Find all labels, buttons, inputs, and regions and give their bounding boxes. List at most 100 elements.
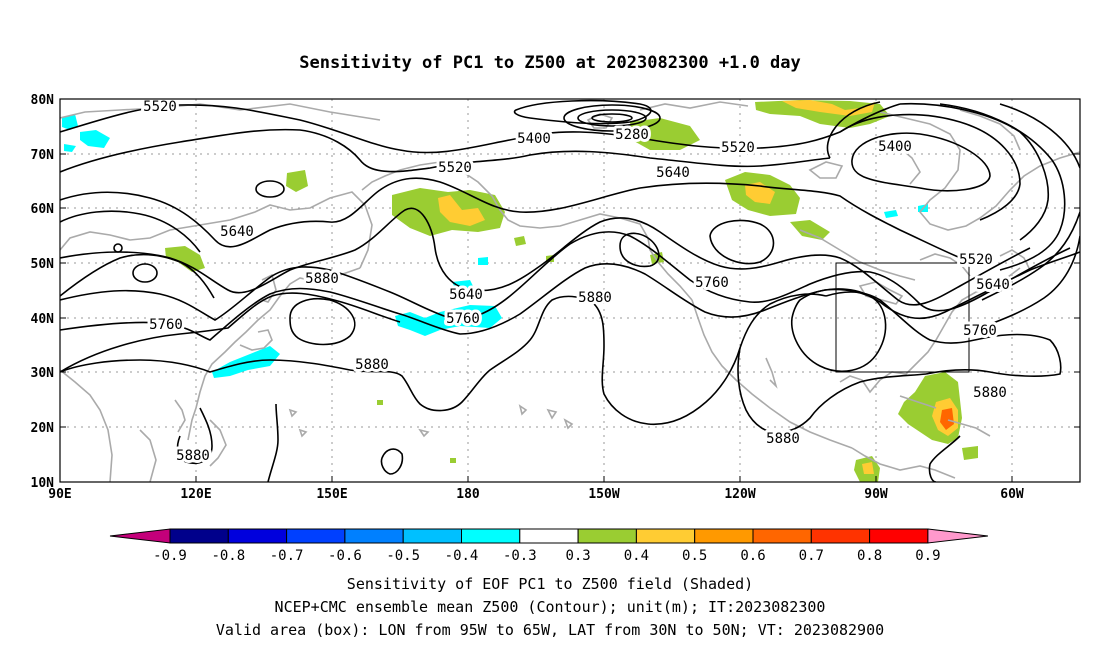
map-title: Sensitivity of PC1 to Z500 at 2023082300… xyxy=(299,53,801,73)
shade-orange-patch xyxy=(438,195,485,226)
contour-line xyxy=(709,219,775,265)
contour-line xyxy=(999,103,1080,169)
colorbar-label: -0.5 xyxy=(386,548,420,564)
colorbar-label: 0.6 xyxy=(740,548,765,564)
shade-green-patch xyxy=(514,236,526,246)
contour-label: 5280 xyxy=(615,127,649,143)
contour-line xyxy=(60,103,901,154)
contour-line xyxy=(981,211,1080,301)
shade-orange-patch xyxy=(862,462,874,474)
contour-label: 5640 xyxy=(976,277,1010,293)
contour-line xyxy=(132,263,158,283)
contour-line xyxy=(60,293,827,426)
z500-contours xyxy=(60,99,1080,482)
colorbar-bin xyxy=(694,528,754,544)
shade-cyan-patch xyxy=(478,257,488,265)
contour-label: 5880 xyxy=(578,290,612,306)
shade-green-patch xyxy=(962,446,978,460)
colorbar-label: 0.3 xyxy=(565,548,590,564)
shade-green-patch xyxy=(165,246,205,272)
contour-line xyxy=(777,373,927,433)
lat-label: 30N xyxy=(31,366,55,381)
colorbar-bin xyxy=(461,528,521,544)
contour-label: 5640 xyxy=(449,287,483,303)
latitude-labels: 80N 70N 60N 50N 40N 30N 20N 10N xyxy=(31,93,55,491)
contour-label: 5880 xyxy=(176,448,210,464)
contour-label: 5640 xyxy=(220,224,254,240)
axis-ticks xyxy=(60,153,1080,482)
contour-line xyxy=(826,101,1050,241)
colorbar-label: -0.9 xyxy=(153,548,187,564)
lon-label: 120W xyxy=(724,487,755,502)
contour-label: 5880 xyxy=(355,357,389,373)
contour-line xyxy=(60,251,1080,341)
shade-green-patch xyxy=(450,458,456,463)
colorbar-label: -0.8 xyxy=(211,548,245,564)
contour-line xyxy=(591,113,633,123)
colorbar-bin xyxy=(227,528,288,544)
shade-green-patch xyxy=(377,400,383,405)
contour-label: 5520 xyxy=(959,252,993,268)
contour-line xyxy=(974,235,1080,331)
lon-label: 150W xyxy=(588,487,619,502)
lon-label: 90E xyxy=(48,487,71,502)
contour-line xyxy=(113,243,123,253)
contour-line xyxy=(255,180,285,198)
contour-line xyxy=(839,113,1021,221)
contour-line xyxy=(928,435,961,482)
lon-label: 180 xyxy=(456,487,480,502)
contour-line xyxy=(289,298,356,346)
longitude-labels: 90E 120E 150E 180 150W 120W 90W 60W xyxy=(48,487,1024,502)
contour-line xyxy=(577,109,647,127)
lat-label: 50N xyxy=(31,257,55,272)
shade-cyan-patch xyxy=(395,305,502,336)
contour-line xyxy=(176,407,213,464)
colorbar-upper-extend xyxy=(927,528,988,544)
contour-line xyxy=(267,403,279,482)
contour-label: 5400 xyxy=(878,139,912,155)
colorbar-bin xyxy=(577,528,637,544)
contour-line xyxy=(60,177,971,263)
colorbar-bin xyxy=(810,528,871,544)
colorbar-bin xyxy=(402,528,463,544)
contour-labels: 5520 5400 5280 5520 5400 5520 5640 5640 … xyxy=(140,99,1013,467)
lon-label: 60W xyxy=(1000,487,1024,502)
contour-label: 5760 xyxy=(149,317,183,333)
contour-line xyxy=(737,347,779,434)
contour-label: 5760 xyxy=(963,323,997,339)
colorbar-label: 0.4 xyxy=(624,548,649,564)
contour-line xyxy=(939,103,1066,271)
contour-label: 5640 xyxy=(656,165,690,181)
colorbar-label: -0.7 xyxy=(270,548,304,564)
contour-line xyxy=(563,104,661,132)
lon-label: 150E xyxy=(316,487,347,502)
caption-line-1: Sensitivity of EOF PC1 to Z500 field (Sh… xyxy=(347,575,753,593)
valid-area-box xyxy=(835,262,970,373)
contour-line xyxy=(60,253,215,299)
contour-label: 5520 xyxy=(143,99,177,115)
lat-label: 40N xyxy=(31,312,55,327)
colorbar-bin xyxy=(519,528,579,544)
map-frame xyxy=(59,98,1081,483)
shade-green-patch xyxy=(755,100,890,128)
colorbar-label: 0.7 xyxy=(799,548,824,564)
colorbar-label: -0.3 xyxy=(503,548,537,564)
contour-line xyxy=(60,231,1071,321)
colorbar-label: -0.4 xyxy=(445,548,479,564)
colorbar-lower-extend xyxy=(109,528,171,544)
lon-label: 90W xyxy=(864,487,888,502)
shade-green-patch xyxy=(790,220,830,240)
contour-label: 5880 xyxy=(305,271,339,287)
lat-label: 20N xyxy=(31,421,55,436)
shade-cyan-patch xyxy=(64,144,76,152)
shade-cyan-patch xyxy=(884,210,898,218)
caption-line-2: NCEP+CMC ensemble mean Z500 (Contour); u… xyxy=(275,598,826,616)
sensitivity-shading xyxy=(62,100,978,482)
contour-label: 5880 xyxy=(766,431,800,447)
lat-label: 10N xyxy=(31,476,55,491)
shade-cyan-patch xyxy=(80,130,110,148)
contour-label: 5520 xyxy=(438,160,472,176)
contour-line xyxy=(513,99,652,125)
colorbar-bin xyxy=(169,528,229,544)
